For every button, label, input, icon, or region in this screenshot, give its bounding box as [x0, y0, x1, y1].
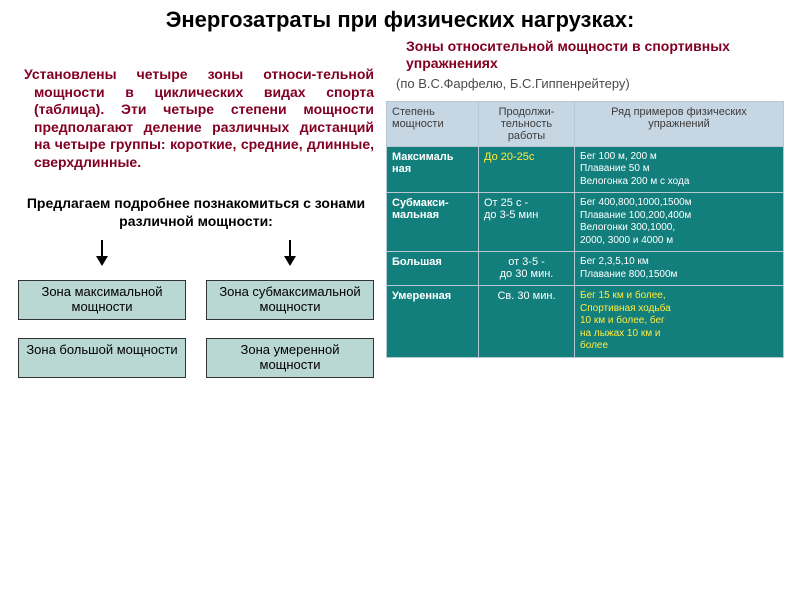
arrow-down-icon	[101, 240, 103, 264]
cell-duration: До 20-25с	[479, 146, 575, 193]
cell-examples: Бег 400,800,1000,1500м Плавание 100,200,…	[575, 193, 784, 252]
cell-examples: Бег 100 м, 200 м Плавание 50 м Велогонка…	[575, 146, 784, 193]
cell-degree: Субмакси- мальная	[387, 193, 479, 252]
zone-box-big: Зона большой мощности	[18, 338, 186, 378]
cell-degree: Умеренная	[387, 286, 479, 358]
main-title: Энергозатраты при физических нагрузках:	[0, 0, 800, 38]
zones-table: Степень мощности Продолжи- тельность раб…	[386, 101, 784, 358]
arrow-row-top	[16, 240, 376, 274]
col-header-degree: Степень мощности	[387, 101, 479, 146]
table-row: Большая от 3-5 - до 30 мин. Бег 2,3,5,10…	[387, 252, 784, 286]
table-row: Умеренная Св. 30 мин. Бег 15 км и более,…	[387, 286, 784, 358]
arrow-down-icon	[289, 240, 291, 264]
intro-paragraph: Установлены четыре зоны относи-тельной м…	[26, 38, 376, 183]
right-column: Зоны относительной мощности в спортивных…	[386, 38, 784, 378]
reference-text: (по В.С.Фарфелю, Б.С.Гиппенрейтеру)	[386, 76, 784, 101]
table-header-row: Степень мощности Продолжи- тельность раб…	[387, 101, 784, 146]
table-row: Субмакси- мальная От 25 с - до 3-5 мин Б…	[387, 193, 784, 252]
zone-row-bottom: Зона большой мощности Зона умеренной мощ…	[16, 338, 376, 378]
suggest-paragraph: Предлагаем подробнее познакомиться с зон…	[16, 183, 376, 238]
right-subtitle: Зоны относительной мощности в спортивных…	[386, 38, 784, 76]
zone-box-submax: Зона субмаксимальной мощности	[206, 280, 374, 320]
zone-row-top: Зона максимальной мощности Зона субмакси…	[16, 280, 376, 320]
table-row: Максималь ная До 20-25с Бег 100 м, 200 м…	[387, 146, 784, 193]
cell-degree: Максималь ная	[387, 146, 479, 193]
table-body: Максималь ная До 20-25с Бег 100 м, 200 м…	[387, 146, 784, 357]
col-header-duration: Продолжи- тельность работы	[479, 101, 575, 146]
zone-box-max: Зона максимальной мощности	[18, 280, 186, 320]
cell-degree: Большая	[387, 252, 479, 286]
zone-box-moderate: Зона умеренной мощности	[206, 338, 374, 378]
cell-duration: От 25 с - до 3-5 мин	[479, 193, 575, 252]
cell-duration: Св. 30 мин.	[479, 286, 575, 358]
cell-duration: от 3-5 - до 30 мин.	[479, 252, 575, 286]
cell-examples: Бег 15 км и более, Спортивная ходьба 10 …	[575, 286, 784, 358]
col-header-examples: Ряд примеров физических упражнений	[575, 101, 784, 146]
left-column: Установлены четыре зоны относи-тельной м…	[16, 38, 386, 378]
cell-examples: Бег 2,3,5,10 км Плавание 800,1500м	[575, 252, 784, 286]
